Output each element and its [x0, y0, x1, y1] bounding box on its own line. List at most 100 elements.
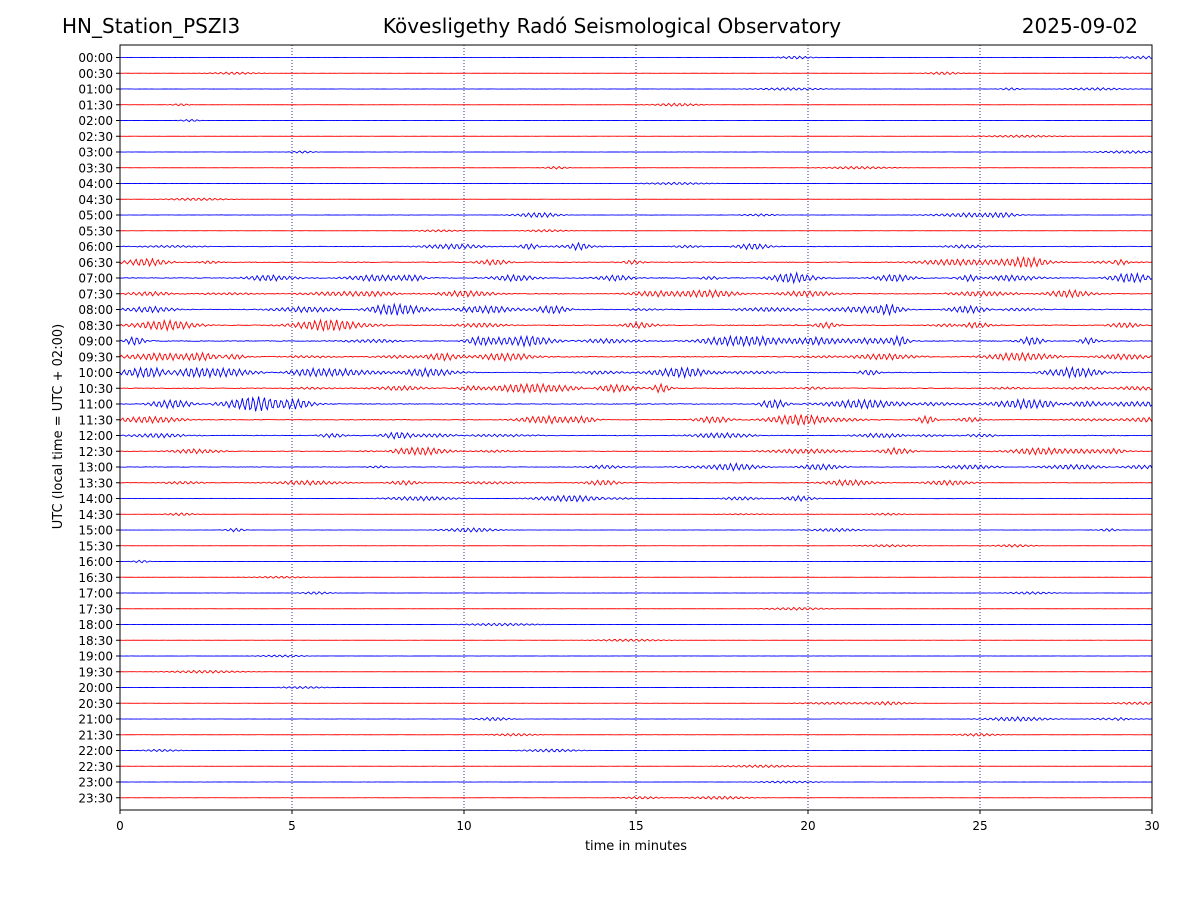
y-tick-label: 08:30 [78, 319, 113, 333]
trace-0100 [119, 87, 1153, 91]
trace-0130 [120, 102, 1153, 107]
trace-0430 [119, 197, 1153, 202]
y-tick-label: 04:00 [78, 177, 113, 191]
trace-2200 [119, 748, 1152, 753]
y-tick-label: 01:30 [78, 98, 113, 112]
trace-0900 [119, 334, 1153, 348]
trace-0230 [119, 134, 1153, 139]
y-tick-label: 16:00 [78, 555, 113, 569]
trace-2130 [120, 732, 1153, 737]
y-tick-label: 18:00 [78, 618, 113, 632]
y-tick-label: 09:30 [78, 350, 113, 364]
y-tick-label: 12:30 [78, 445, 113, 459]
trace-2030 [119, 700, 1153, 706]
trace-1700 [119, 591, 1153, 595]
x-tick-label: 25 [972, 819, 987, 833]
x-tick-label: 15 [628, 819, 643, 833]
y-tick-label: 17:30 [78, 602, 113, 616]
y-tick-label: 06:30 [78, 256, 113, 270]
y-tick-label: 10:00 [78, 366, 113, 380]
trace-1230 [119, 446, 1153, 457]
trace-0930 [119, 351, 1153, 363]
trace-0400 [119, 181, 1153, 186]
x-tick-label: 5 [288, 819, 296, 833]
trace-1830 [119, 638, 1153, 642]
trace-0830 [119, 318, 1153, 333]
y-tick-label: 19:00 [78, 650, 113, 664]
trace-0500 [119, 211, 1152, 219]
y-tick-label: 00:00 [78, 51, 113, 65]
y-tick-label: 15:00 [78, 524, 113, 538]
trace-0000 [119, 55, 1153, 60]
y-tick-label: 05:00 [78, 209, 113, 223]
trace-1130 [119, 413, 1153, 426]
trace-0200 [119, 118, 1153, 123]
y-tick-label: 10:30 [78, 382, 113, 396]
trace-1200 [119, 431, 1153, 440]
trace-1900 [119, 654, 1153, 658]
trace-1600 [120, 559, 1153, 564]
date-label: 2025-09-02 [1021, 14, 1138, 38]
trace-1530 [119, 543, 1152, 548]
chart-title: Kövesligethy Radó Seismological Observat… [382, 14, 842, 38]
y-tick-label: 21:00 [78, 713, 113, 727]
y-tick-label: 11:00 [78, 398, 113, 412]
y-tick-label: 03:30 [78, 161, 113, 175]
y-tick-label: 20:30 [78, 697, 113, 711]
trace-0330 [119, 165, 1153, 170]
y-tick-label: 12:00 [78, 429, 113, 443]
y-tick-label: 19:30 [78, 665, 113, 679]
y-tick-label: 01:00 [78, 83, 113, 97]
station-label: HN_Station_PSZI3 [62, 14, 241, 38]
trace-0030 [119, 71, 1153, 76]
x-axis-label: time in minutes [585, 839, 687, 854]
y-tick-label: 08:00 [78, 303, 113, 317]
y-tick-label: 04:30 [78, 193, 113, 207]
y-tick-label: 20:00 [78, 681, 113, 695]
x-tick-label: 10 [456, 819, 471, 833]
trace-1400 [119, 494, 1153, 503]
y-tick-label: 16:30 [78, 571, 113, 585]
trace-1500 [119, 527, 1153, 533]
trace-2330 [119, 795, 1153, 800]
y-tick-label: 13:00 [78, 461, 113, 475]
y-tick-label: 22:00 [78, 744, 113, 758]
trace-0300 [119, 150, 1153, 154]
trace-0730 [119, 288, 1153, 299]
trace-1630 [119, 575, 1153, 579]
x-tick-label: 20 [800, 819, 815, 833]
trace-1030 [119, 382, 1153, 395]
trace-1000 [119, 365, 1153, 380]
y-tick-label: 06:00 [78, 240, 113, 254]
trace-1430 [119, 512, 1153, 517]
y-tick-label: 07:00 [78, 272, 113, 286]
y-tick-label: 09:00 [78, 335, 113, 349]
trace-1930 [120, 669, 1153, 674]
y-tick-label: 05:30 [78, 224, 113, 238]
trace-0700 [119, 271, 1153, 285]
trace-2230 [119, 764, 1153, 769]
y-axis-label: UTC (local time = UTC + 02:00) [51, 324, 66, 529]
x-tick-label: 0 [116, 819, 124, 833]
y-tick-label: 07:30 [78, 287, 113, 301]
trace-1330 [119, 478, 1153, 487]
x-tick-label: 30 [1144, 819, 1159, 833]
y-tick-label: 23:30 [78, 791, 113, 805]
trace-0630 [119, 255, 1153, 269]
trace-2100 [119, 715, 1153, 722]
y-tick-label: 21:30 [78, 728, 113, 742]
y-tick-label: 02:00 [78, 114, 113, 128]
trace-1800 [119, 622, 1153, 627]
y-tick-label: 14:30 [78, 508, 113, 522]
trace-2300 [119, 780, 1153, 784]
trace-0530 [119, 229, 1153, 233]
y-tick-label: 18:30 [78, 634, 113, 648]
y-tick-label: 03:00 [78, 146, 113, 160]
trace-1100 [119, 396, 1153, 412]
trace-1730 [119, 606, 1153, 611]
y-tick-label: 13:30 [78, 476, 113, 490]
y-tick-label: 14:00 [78, 492, 113, 506]
trace-1300 [119, 462, 1153, 472]
y-tick-label: 02:30 [78, 130, 113, 144]
